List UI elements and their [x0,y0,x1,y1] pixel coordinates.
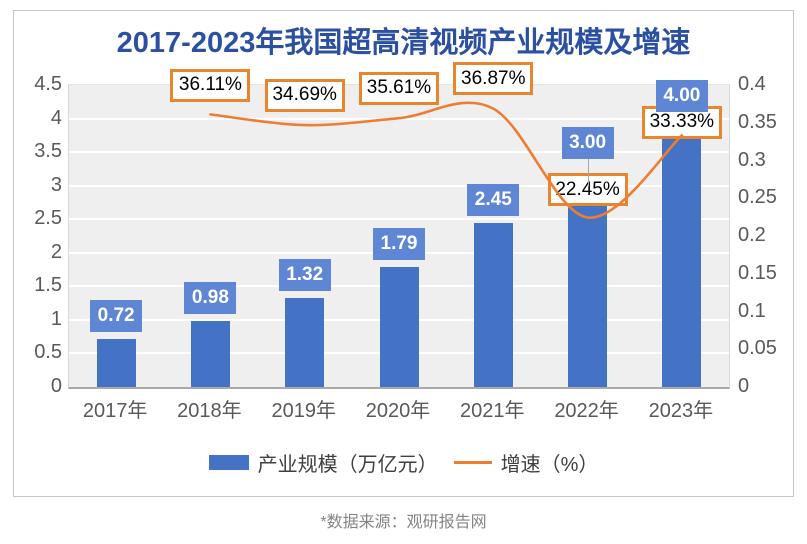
legend-label: 增速（%） [500,454,599,476]
gridline [69,218,729,221]
bar-value-label: 4.00 [655,79,708,112]
x-axis-tick-label: 2022年 [554,400,619,422]
right-axis-tick-label: 0 [738,375,750,397]
right-axis-tick-label: 0.2 [738,224,766,246]
gridline [69,151,729,154]
left-axis-tick-label: 3.5 [34,140,62,163]
bar-2017年 [96,338,136,387]
legend-label: 产业规模（万亿元） [257,454,438,476]
line-value-label: 36.11% [170,68,251,102]
bar-2021年 [473,222,513,387]
gridline [69,117,729,120]
right-axis-tick-label: 0.25 [738,186,777,209]
plot-area: 0.72 0.98 1.32 1.79 2.45 3.00 4.00 36.11% 34.69%… [68,62,730,389]
bar-2022年 [568,185,608,387]
right-axis-tick-label: 0.35 [738,110,777,133]
left-axis-tick-label: 4 [50,106,62,129]
x-axis-tick-label: 2019年 [271,400,336,422]
x-axis-tick-label: 2023年 [648,400,714,422]
bar-value-label: 3.00 [561,127,614,159]
line-value-label: 34.69% [264,78,345,112]
left-axis-tick-label: 4.5 [34,73,62,95]
x-axis-tick-label: 2018年 [177,400,242,422]
legend-item-industry-scale: 产业规模（万亿元） [208,448,438,477]
left-axis-tick-label: 3 [50,173,62,196]
bar-value-label: 1.32 [278,259,331,292]
bar-value-label: 0.72 [90,299,143,332]
right-axis-tick-label: 0.05 [738,337,777,360]
left-axis-tick-label: 1 [50,307,62,330]
gridline [69,184,729,187]
bar-value-label: 1.79 [373,227,425,260]
right-axis-tick-label: 0.1 [738,299,766,322]
bar-2023年 [662,118,702,387]
bar-2018年 [190,321,230,387]
line-value-label: 36.87% [453,62,534,96]
x-axis-tick-label: 2020年 [365,400,431,422]
bar-value-label: 2.45 [467,183,520,216]
legend: 产业规模（万亿元） 增速（%） [14,448,793,477]
right-axis-tick-label: 0.4 [738,73,766,95]
left-axis-tick-label: 0.5 [34,341,62,364]
data-source-note: *数据来源：观研报告网 [320,514,487,531]
chart-title: 2017-2023年我国超高清视频产业规模及增速 [116,27,691,59]
x-axis-tick-label: 2017年 [82,400,148,422]
left-axis-tick-label: 1.5 [34,274,62,297]
chart-container: 2017-2023年我国超高清视频产业规模及增速 4.5 4 3.5 3 2.5 2 1.5… [13,10,794,497]
bar-2019年 [285,298,325,387]
bar-value-label: 0.98 [184,282,237,315]
left-axis-tick-label: 2.5 [34,207,62,230]
x-axis-tick-label: 2021年 [460,400,525,422]
right-axis-tick-label: 0.15 [738,261,777,284]
right-axis-tick-label: 0.3 [738,148,766,171]
leader-line [587,159,589,186]
line-series-swatch-icon [453,461,492,464]
bar-2020年 [379,266,419,387]
left-axis-tick-label: 0 [50,375,62,397]
line-value-label: 35.61% [359,71,439,105]
left-axis-tick-label: 2 [50,240,62,263]
bar-series-swatch-icon [208,455,249,470]
legend-item-growth-rate: 增速（%） [453,448,599,477]
